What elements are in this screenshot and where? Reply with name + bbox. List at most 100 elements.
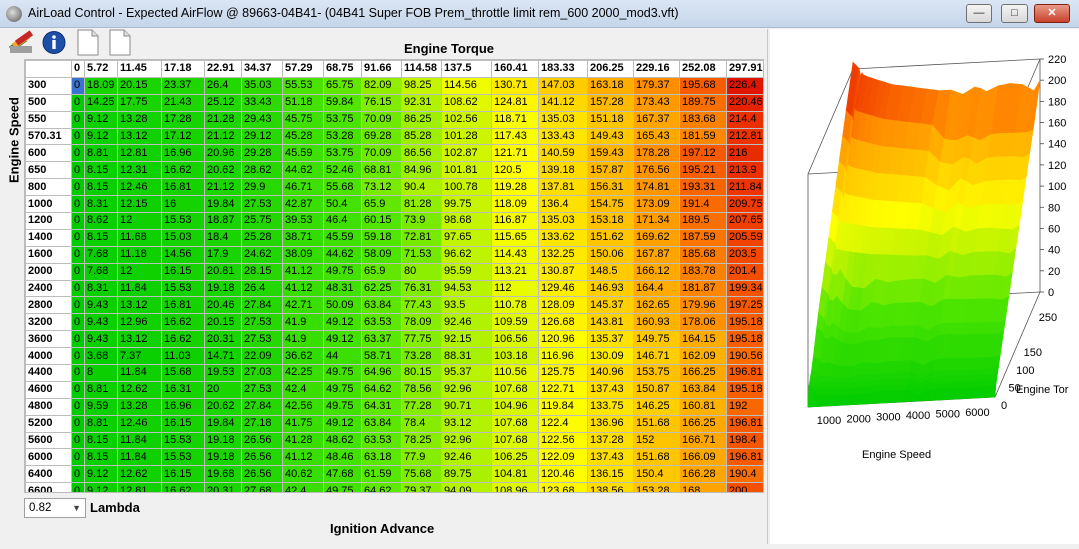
airflow-cell[interactable]: 59.84 bbox=[323, 93, 362, 112]
airflow-cell[interactable]: 160.93 bbox=[633, 313, 680, 332]
airflow-cell[interactable]: 20.31 bbox=[204, 482, 242, 492]
airflow-cell[interactable]: 122.71 bbox=[538, 380, 588, 399]
airflow-cell[interactable]: 166.25 bbox=[679, 414, 727, 433]
airflow-cell[interactable]: 41.28 bbox=[282, 431, 324, 450]
airflow-cell[interactable]: 77.9 bbox=[401, 448, 442, 467]
airflow-cell[interactable]: 196.81 bbox=[726, 364, 763, 382]
airflow-cell[interactable]: 0 bbox=[71, 195, 85, 214]
airflow-cell[interactable]: 46.4 bbox=[323, 212, 362, 230]
airflow-cell[interactable]: 15.53 bbox=[161, 431, 205, 450]
airflow-cell[interactable]: 9.12 bbox=[84, 482, 118, 492]
airflow-cell[interactable]: 59.18 bbox=[361, 228, 402, 247]
airflow-cell[interactable]: 47.68 bbox=[323, 465, 362, 484]
airflow-cell[interactable]: 112 bbox=[491, 279, 539, 298]
airflow-cell[interactable]: 145.37 bbox=[587, 296, 634, 315]
airflow-cell[interactable]: 17.75 bbox=[117, 93, 162, 112]
airflow-cell[interactable]: 81.28 bbox=[401, 195, 442, 214]
airflow-cell[interactable]: 17.28 bbox=[161, 110, 205, 129]
airflow-cell[interactable]: 27.53 bbox=[241, 380, 283, 399]
airflow-cell[interactable]: 72.81 bbox=[401, 228, 442, 247]
airflow-cell[interactable]: 9.12 bbox=[84, 127, 118, 146]
airflow-cell[interactable]: 90.71 bbox=[441, 397, 492, 416]
airflow-cell[interactable]: 157.87 bbox=[587, 161, 634, 180]
airflow-cell[interactable]: 14.71 bbox=[204, 347, 242, 366]
surface-chart-panel[interactable]: 220 200 180 160 140 120 100 80 60 40 20 0 1000 2000 30… bbox=[770, 29, 1079, 544]
airflow-cell[interactable]: 0 bbox=[71, 161, 85, 180]
airflow-cell[interactable]: 102.87 bbox=[441, 144, 492, 163]
airflow-cell[interactable]: 128.09 bbox=[538, 296, 588, 315]
airflow-cell[interactable]: 8.31 bbox=[84, 279, 118, 298]
airflow-cell[interactable]: 16.15 bbox=[161, 465, 205, 484]
airflow-cell[interactable]: 27.18 bbox=[241, 414, 283, 433]
airflow-cell[interactable]: 55.53 bbox=[282, 76, 324, 95]
airflow-cell[interactable]: 156.31 bbox=[587, 178, 634, 197]
airflow-cell[interactable]: 122.4 bbox=[538, 414, 588, 433]
airflow-cell[interactable]: 15.53 bbox=[161, 279, 205, 298]
airflow-cell[interactable]: 16.96 bbox=[161, 144, 205, 163]
airflow-cell[interactable]: 25.28 bbox=[241, 228, 283, 247]
airflow-cell[interactable]: 77.75 bbox=[401, 330, 442, 349]
airflow-cell[interactable]: 13.28 bbox=[117, 397, 162, 416]
panel-divider[interactable] bbox=[767, 29, 768, 544]
airflow-cell[interactable]: 80 bbox=[401, 262, 442, 281]
airflow-cell[interactable]: 8.81 bbox=[84, 414, 118, 433]
airflow-cell[interactable]: 18.4 bbox=[204, 228, 242, 247]
airflow-cell[interactable]: 7.37 bbox=[117, 347, 162, 366]
airflow-cell[interactable]: 48.62 bbox=[323, 431, 362, 450]
airflow-cell[interactable]: 154.75 bbox=[587, 195, 634, 214]
airflow-cell[interactable]: 16.96 bbox=[161, 397, 205, 416]
airflow-cell[interactable]: 116.96 bbox=[538, 347, 588, 366]
airflow-cell[interactable]: 45.75 bbox=[282, 110, 324, 129]
airflow-cell[interactable]: 26.4 bbox=[204, 76, 242, 95]
airflow-cell[interactable]: 0 bbox=[71, 465, 85, 484]
airflow-cell[interactable]: 49.75 bbox=[323, 380, 362, 399]
airflow-cell[interactable]: 164.4 bbox=[633, 279, 680, 298]
airflow-cell[interactable]: 115.65 bbox=[491, 228, 539, 247]
airflow-cell[interactable]: 11.84 bbox=[117, 279, 162, 298]
airflow-cell[interactable]: 27.68 bbox=[241, 482, 283, 492]
airflow-cell[interactable]: 21.12 bbox=[204, 127, 242, 146]
airflow-cell[interactable]: 137.81 bbox=[538, 178, 588, 197]
airflow-cell[interactable]: 0 bbox=[71, 76, 85, 95]
airflow-cell[interactable]: 0 bbox=[71, 431, 85, 450]
airflow-cell[interactable]: 40.62 bbox=[282, 465, 324, 484]
airflow-cell[interactable]: 11.03 bbox=[161, 347, 205, 366]
airflow-cell[interactable]: 121.71 bbox=[491, 144, 539, 163]
airflow-cell[interactable]: 166.25 bbox=[679, 364, 727, 382]
airflow-cell[interactable]: 152 bbox=[633, 431, 680, 450]
airflow-cell[interactable]: 42.4 bbox=[282, 482, 324, 492]
airflow-cell[interactable]: 27.84 bbox=[241, 397, 283, 416]
airflow-cell[interactable]: 58.71 bbox=[361, 347, 402, 366]
airflow-cell[interactable]: 189.75 bbox=[679, 93, 727, 112]
airflow-cell[interactable]: 183.68 bbox=[679, 110, 727, 129]
airflow-cell[interactable]: 63.18 bbox=[361, 448, 402, 467]
airflow-cell[interactable]: 0 bbox=[71, 279, 85, 298]
airflow-cell[interactable]: 106.56 bbox=[491, 330, 539, 349]
airflow-cell[interactable]: 195.21 bbox=[679, 161, 727, 180]
airflow-cell[interactable]: 62.25 bbox=[361, 279, 402, 298]
airflow-cell[interactable]: 44.62 bbox=[282, 161, 324, 180]
airflow-cell[interactable]: 179.37 bbox=[633, 76, 680, 95]
airflow-cell[interactable]: 153.28 bbox=[633, 482, 680, 492]
airflow-cell[interactable]: 16.81 bbox=[161, 178, 205, 197]
airflow-cell[interactable]: 12.96 bbox=[117, 313, 162, 332]
airflow-cell[interactable]: 44.62 bbox=[323, 245, 362, 264]
airflow-cell[interactable]: 20.46 bbox=[204, 296, 242, 315]
airflow-cell[interactable]: 63.37 bbox=[361, 330, 402, 349]
blank-document-button[interactable] bbox=[104, 29, 136, 56]
airflow-cell[interactable]: 196.81 bbox=[726, 448, 763, 467]
airflow-cell[interactable]: 110.78 bbox=[491, 296, 539, 315]
airflow-cell[interactable]: 49.12 bbox=[323, 414, 362, 433]
airflow-cell[interactable]: 23.37 bbox=[161, 76, 205, 95]
airflow-cell[interactable]: 29.43 bbox=[241, 110, 283, 129]
airflow-cell[interactable]: 45.59 bbox=[323, 228, 362, 247]
airflow-cell[interactable]: 0 bbox=[71, 380, 85, 399]
airflow-cell[interactable]: 216 bbox=[726, 144, 763, 163]
airflow-cell[interactable]: 9.59 bbox=[84, 397, 118, 416]
airflow-cell[interactable]: 96.62 bbox=[441, 245, 492, 264]
airflow-cell[interactable]: 53.75 bbox=[323, 144, 362, 163]
airflow-cell[interactable]: 9.43 bbox=[84, 296, 118, 315]
airflow-cell[interactable]: 86.25 bbox=[401, 110, 442, 129]
airflow-cell[interactable]: 147.03 bbox=[538, 76, 588, 95]
airflow-cell[interactable]: 42.87 bbox=[282, 195, 324, 214]
